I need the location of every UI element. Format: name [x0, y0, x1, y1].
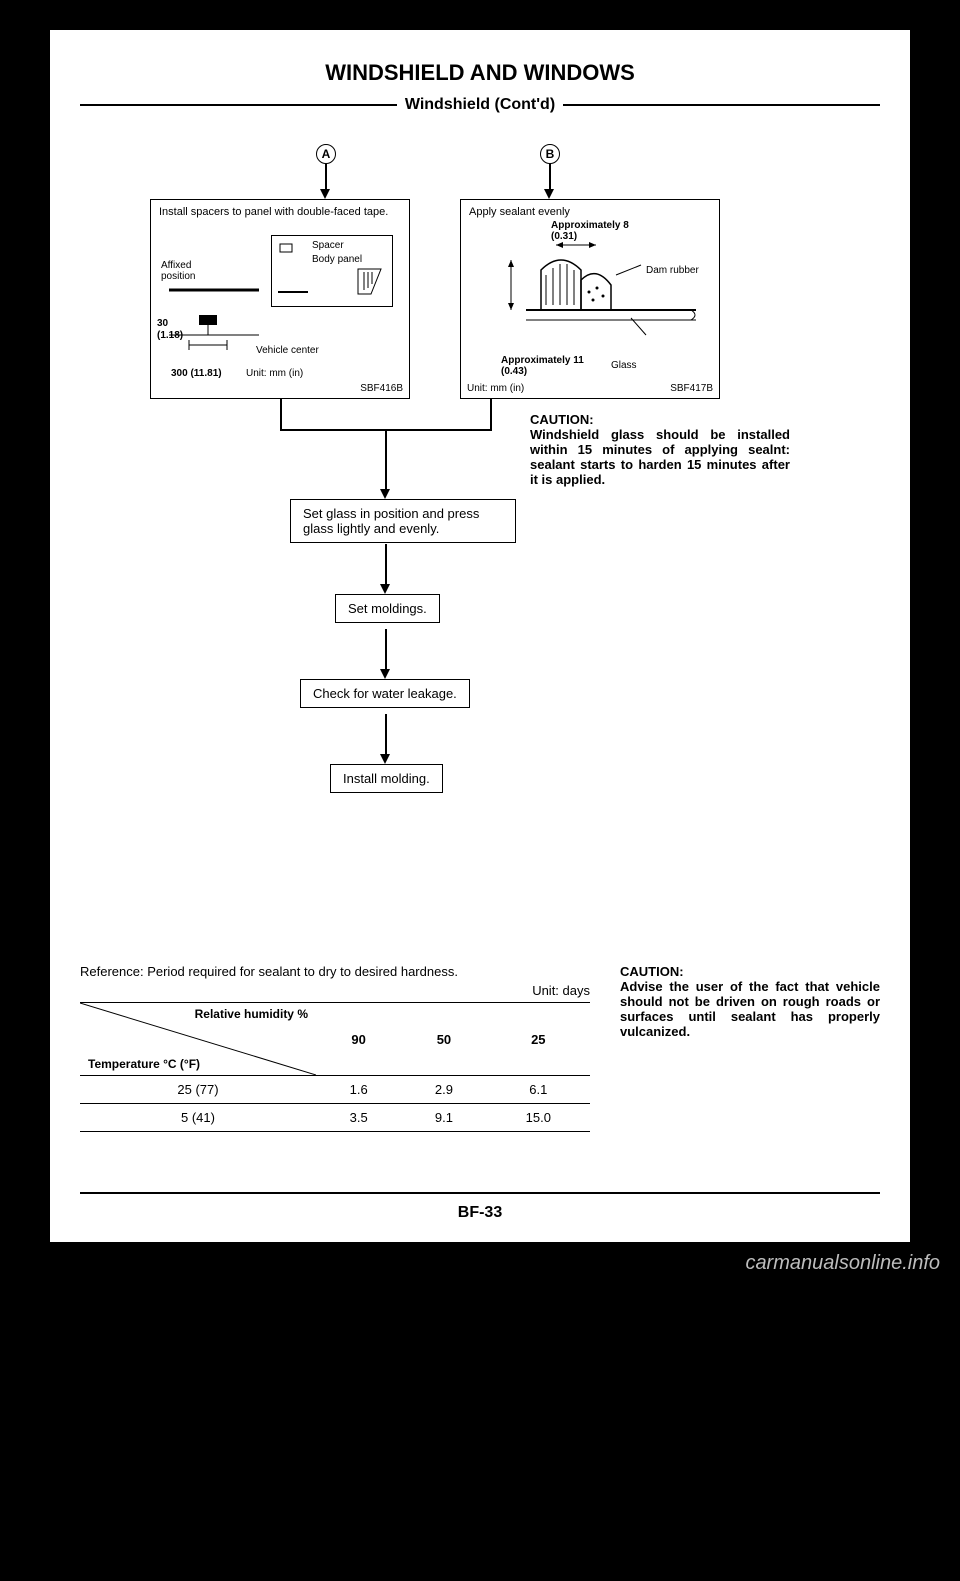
cell: 2.9	[401, 1076, 486, 1104]
reference-table-block: Reference: Period required for sealant t…	[80, 964, 590, 1132]
reference-section: Reference: Period required for sealant t…	[80, 964, 880, 1132]
glass-label: Glass	[611, 360, 637, 371]
reference-unit: Unit: days	[80, 983, 590, 998]
subtitle: Windshield (Cont'd)	[397, 96, 563, 114]
flowchart: A B Install spacers to panel with double…	[80, 144, 880, 924]
manual-page: WINDSHIELD AND WINDOWS Windshield (Cont'…	[50, 30, 910, 1242]
step-set-glass: Set glass in position and press glass li…	[290, 499, 516, 543]
arrow-icon	[320, 189, 330, 199]
connector	[549, 164, 551, 189]
step-check-leakage: Check for water leakage.	[300, 679, 470, 708]
col-90: 90	[316, 1003, 401, 1076]
connector	[325, 164, 327, 189]
ref-a: SBF416B	[360, 383, 403, 394]
arrow-icon	[544, 189, 554, 199]
connector	[385, 544, 387, 584]
watermark: carmanualsonline.info	[0, 1242, 960, 1285]
reference-title: Reference: Period required for sealant t…	[80, 964, 590, 979]
connector	[385, 629, 387, 669]
arrow-icon	[380, 754, 390, 764]
rule-right	[563, 104, 880, 106]
spacer-label: Spacer	[312, 240, 344, 251]
arrow-icon	[380, 489, 390, 499]
dim-118: (1.18)	[157, 330, 183, 341]
approx-11: Approximately 11 (0.43)	[501, 355, 591, 377]
box-b-title: Apply sealant evenly	[469, 206, 711, 218]
dim-300: 300 (11.81)	[171, 368, 222, 379]
cell: 1.6	[316, 1076, 401, 1104]
unit-b: Unit: mm (in)	[467, 383, 524, 394]
connector	[385, 429, 387, 489]
step-set-moldings: Set moldings.	[335, 594, 440, 623]
spacer-layout-icon	[159, 280, 269, 360]
col-25: 25	[487, 1003, 590, 1076]
connector	[280, 399, 282, 429]
vehicle-center-label: Vehicle center	[256, 345, 319, 356]
box-a-title: Install spacers to panel with double-fac…	[159, 206, 401, 218]
arrow-icon	[380, 669, 390, 679]
label-a: A	[316, 144, 336, 164]
row-label: 25 (77)	[80, 1076, 316, 1104]
drying-table: Relative humidity % Temperature °C (°F) …	[80, 1002, 590, 1132]
ref-b: SBF417B	[670, 383, 713, 394]
box-b: Apply sealant evenly Approximately 8 (0.…	[460, 199, 720, 399]
caution2-title: CAUTION:	[620, 964, 880, 979]
bottom-rule	[80, 1192, 880, 1194]
step-install-molding: Install molding.	[330, 764, 443, 793]
cell: 15.0	[487, 1104, 590, 1132]
cell: 6.1	[487, 1076, 590, 1104]
panel-icon	[356, 264, 386, 299]
cell: 3.5	[316, 1104, 401, 1132]
unit-a: Unit: mm (in)	[246, 368, 303, 379]
main-title: WINDSHIELD AND WINDOWS	[80, 60, 880, 86]
row-label: 5 (41)	[80, 1104, 316, 1132]
arrow-icon	[380, 584, 390, 594]
caution-2: CAUTION: Advise the user of the fact tha…	[620, 964, 880, 1039]
subtitle-row: Windshield (Cont'd)	[80, 96, 880, 114]
spacer-icon	[278, 242, 308, 297]
page-number: BF-33	[80, 1204, 880, 1222]
caution-body: Windshield glass should be installed wit…	[530, 427, 790, 487]
caution-1: CAUTION: Windshield glass should be inst…	[530, 412, 790, 487]
row-header-temp: Temperature °C (°F)	[88, 1057, 200, 1071]
rule-left	[80, 104, 397, 106]
inner-diagram-a: Spacer Body panel	[271, 235, 393, 307]
bodypanel-label: Body panel	[312, 254, 362, 265]
connector	[385, 714, 387, 754]
dam-rubber-label: Dam rubber	[646, 265, 699, 276]
cell: 9.1	[401, 1104, 486, 1132]
sealant-diagram-icon	[481, 240, 701, 350]
box-a: Install spacers to panel with double-fac…	[150, 199, 410, 399]
col-50: 50	[401, 1003, 486, 1076]
affixed-label: Affixed position	[161, 260, 211, 282]
connector	[490, 399, 492, 429]
caution-title: CAUTION:	[530, 412, 790, 427]
col-header-humidity: Relative humidity %	[195, 1007, 308, 1021]
dim-30: 30	[157, 318, 168, 329]
label-b: B	[540, 144, 560, 164]
table-row: 5 (41) 3.5 9.1 15.0	[80, 1104, 590, 1132]
table-row: 25 (77) 1.6 2.9 6.1	[80, 1076, 590, 1104]
caution2-body: Advise the user of the fact that vehicle…	[620, 979, 880, 1039]
approx-8: Approximately 8 (0.31)	[551, 220, 651, 242]
